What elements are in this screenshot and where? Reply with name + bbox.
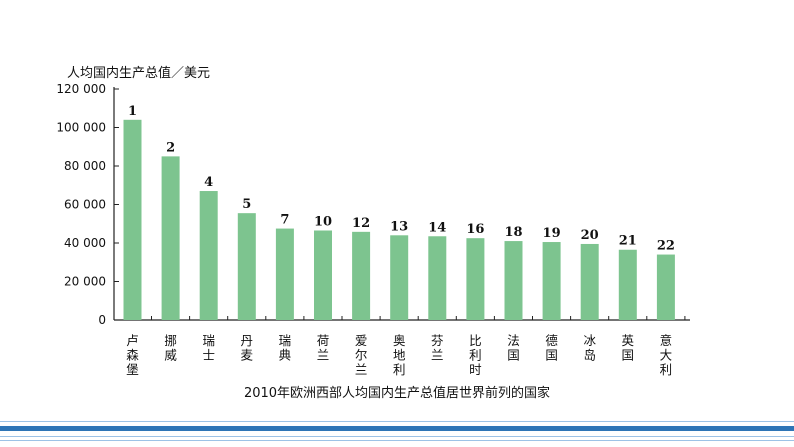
category-label-char: 威 — [164, 348, 177, 363]
bar — [504, 241, 523, 320]
rank-label: 13 — [390, 219, 408, 234]
bar — [161, 156, 180, 320]
footer-divider-top — [0, 421, 794, 422]
x-axis-caption: 2010年欧洲西部人均国内生产总值居世界前列的国家 — [243, 386, 551, 401]
bar — [618, 249, 637, 320]
bar — [352, 231, 371, 320]
category-label-char: 麦 — [241, 348, 254, 363]
category-label-char: 瑞 — [279, 333, 292, 348]
y-tick-label: 40 000 — [64, 236, 106, 250]
category-label-char: 兰 — [355, 362, 368, 377]
rank-label: 1 — [128, 104, 137, 119]
category-label-char: 时 — [469, 362, 482, 377]
category-label-char: 比 — [469, 333, 482, 348]
bar — [237, 213, 256, 320]
category-label-char: 挪 — [164, 333, 177, 348]
footer-divider-bottom-2 — [0, 440, 794, 441]
y-tick-label: 120 000 — [56, 82, 106, 96]
rank-label: 7 — [280, 213, 289, 228]
bar — [390, 235, 409, 320]
category-label-char: 利 — [660, 362, 673, 377]
category-label-char: 地 — [393, 348, 406, 363]
bar — [542, 242, 561, 320]
category-label-char: 兰 — [431, 348, 444, 363]
rank-label: 10 — [314, 214, 332, 229]
category-label-char: 英 — [622, 333, 635, 348]
chart-labels: 1卢森堡2挪威4瑞士5丹麦7瑞典10荷兰12爱尔兰13奥地利14芬兰16比利时1… — [126, 104, 675, 377]
category-label-char: 法 — [507, 333, 520, 348]
y-tick-label: 60 000 — [64, 198, 106, 212]
rank-label: 5 — [242, 197, 251, 212]
category-label-char: 冰 — [583, 333, 596, 348]
category-label-char: 国 — [507, 348, 520, 363]
bar — [314, 230, 332, 320]
y-tick-label: 80 000 — [64, 159, 106, 173]
rank-label: 14 — [428, 220, 446, 235]
category-label-char: 国 — [545, 348, 558, 363]
category-label-char: 森 — [126, 348, 139, 363]
category-label-char: 尔 — [355, 348, 368, 363]
bar — [199, 191, 218, 320]
rank-label: 4 — [204, 175, 213, 190]
category-label-char: 瑞 — [202, 333, 215, 348]
category-label-char: 利 — [393, 362, 406, 377]
footer-bar — [0, 426, 794, 431]
category-label-char: 卢 — [126, 333, 139, 348]
category-label-char: 奥 — [393, 333, 406, 348]
y-tick-label: 100 000 — [56, 121, 106, 135]
category-label-char: 士 — [202, 348, 215, 363]
category-label-char: 堡 — [126, 362, 139, 377]
rank-label: 2 — [166, 140, 175, 155]
y-tick-label: 20 000 — [64, 275, 106, 289]
y-tick-label: 0 — [98, 313, 106, 327]
category-label-char: 国 — [622, 348, 635, 363]
category-label-char: 丹 — [241, 333, 254, 348]
category-label-char: 芬 — [431, 333, 444, 348]
rank-label: 18 — [504, 225, 522, 240]
category-label-char: 利 — [469, 348, 482, 363]
bar — [466, 238, 485, 320]
bar — [656, 254, 675, 320]
category-label-char: 大 — [660, 348, 673, 363]
category-label-char: 岛 — [583, 348, 596, 363]
category-label-char: 荷 — [317, 333, 330, 348]
rank-label: 20 — [581, 228, 599, 243]
footer-divider-bottom — [0, 436, 794, 437]
rank-label: 16 — [466, 222, 484, 237]
bar — [580, 243, 599, 320]
rank-label: 12 — [352, 216, 370, 231]
category-label-char: 爱 — [355, 333, 368, 348]
category-label-char: 意 — [660, 333, 673, 348]
rank-label: 21 — [619, 234, 637, 249]
bar — [428, 236, 447, 320]
rank-label: 22 — [657, 239, 675, 254]
bar — [275, 228, 294, 320]
bar — [123, 119, 142, 320]
category-label-char: 兰 — [317, 348, 330, 363]
category-label-char: 典 — [279, 348, 292, 363]
rank-label: 19 — [543, 226, 561, 241]
y-axis-label: 人均国内生产总值／美元 — [67, 66, 211, 81]
chart-bars — [123, 119, 675, 320]
category-label-char: 德 — [545, 333, 558, 348]
